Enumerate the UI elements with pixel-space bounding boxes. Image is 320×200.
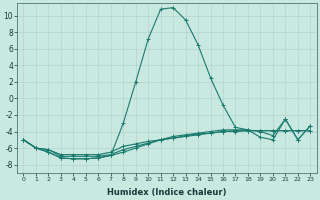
X-axis label: Humidex (Indice chaleur): Humidex (Indice chaleur) [107,188,227,197]
